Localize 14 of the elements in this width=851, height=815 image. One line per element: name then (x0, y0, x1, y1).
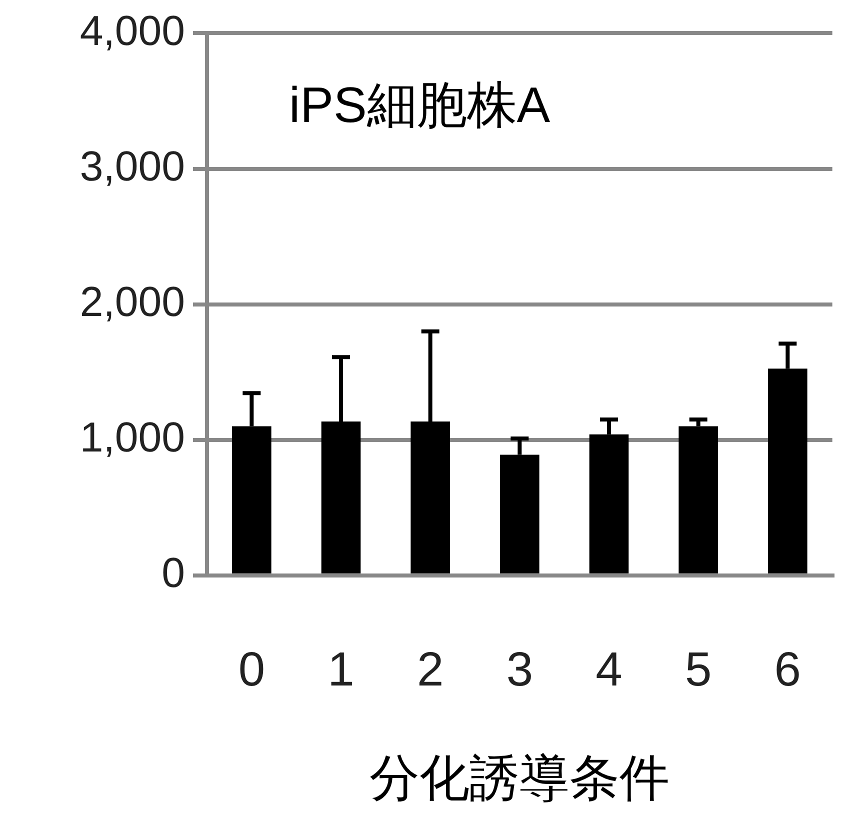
x-tick-label: 5 (684, 643, 712, 696)
y-tick-label: 0 (162, 548, 185, 596)
y-tick-label: 4,000 (80, 6, 185, 54)
y-tick-label: 1,000 (80, 413, 185, 460)
y-tick-label: 3,000 (80, 142, 185, 190)
x-tick-label: 4 (596, 643, 622, 696)
x-tick-label: 3 (506, 643, 534, 696)
text: iPS細胞株A (289, 76, 551, 133)
x-axis-title: 分化誘導条件 (370, 750, 670, 806)
x-tick-label: 6 (774, 643, 802, 696)
y-tick-label: 2,000 (80, 278, 185, 325)
x-tick-label: 1 (328, 643, 354, 696)
x-tick-label: 2 (416, 643, 444, 696)
x-tick-label: 0 (238, 643, 266, 696)
